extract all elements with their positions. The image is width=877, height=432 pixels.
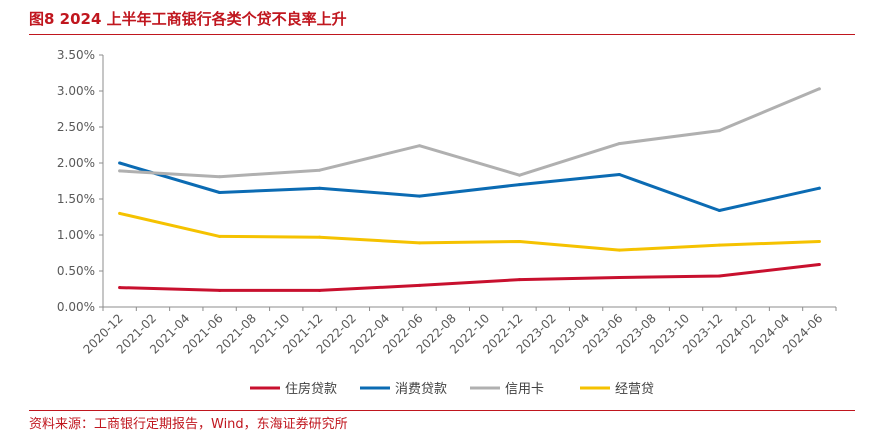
data-point-住房贷款 xyxy=(418,283,422,287)
y-tick-label: 1.00% xyxy=(57,228,95,242)
data-point-住房贷款 xyxy=(218,288,222,292)
data-point-经营贷 xyxy=(218,234,222,238)
legend-item-住房贷款[interactable]: 住房贷款 xyxy=(250,381,337,397)
legend-item-消费贷款[interactable]: 消费贷款 xyxy=(360,382,447,397)
data-point-信用卡 xyxy=(717,129,721,133)
series-line-信用卡 xyxy=(118,87,821,179)
data-point-经营贷 xyxy=(418,241,422,245)
data-point-消费贷款 xyxy=(617,173,621,177)
y-tick-label: 1.50% xyxy=(57,192,95,206)
data-point-消费贷款 xyxy=(218,191,222,195)
legend-label: 住房贷款 xyxy=(285,381,337,397)
data-point-信用卡 xyxy=(318,168,322,172)
data-point-消费贷款 xyxy=(418,194,422,198)
data-point-经营贷 xyxy=(817,239,821,243)
chart-legend[interactable]: 住房贷款 消费贷款 信用卡 经营贷 xyxy=(250,381,654,397)
data-point-住房贷款 xyxy=(817,263,821,267)
data-point-住房贷款 xyxy=(118,286,122,290)
data-point-经营贷 xyxy=(118,211,122,215)
y-axis-tick-labels: 0.00% 0.50% 1.00% 1.50% 2.00% 2.50% 3.00% 3.50% xyxy=(57,48,95,314)
y-tick-label: 0.50% xyxy=(57,264,95,278)
data-point-消费贷款 xyxy=(118,161,122,165)
data-point-经营贷 xyxy=(717,243,721,247)
source-divider xyxy=(29,410,855,411)
x-axis-tick-labels: 2020-122021-022021-042021-062021-082021-… xyxy=(80,311,825,356)
legend-item-信用卡[interactable]: 信用卡 xyxy=(470,382,544,397)
data-point-消费贷款 xyxy=(817,186,821,190)
data-point-住房贷款 xyxy=(717,274,721,278)
y-tick-label: 3.50% xyxy=(57,48,95,62)
data-point-信用卡 xyxy=(617,142,621,146)
series-line-住房贷款 xyxy=(118,263,821,292)
data-point-住房贷款 xyxy=(517,278,521,282)
figure-title: 图8 2024 上半年工商银行各类个贷不良率上升 xyxy=(29,10,347,28)
series-line-经营贷 xyxy=(118,211,821,252)
title-divider xyxy=(29,34,855,35)
legend-label: 信用卡 xyxy=(505,382,544,397)
legend-label: 消费贷款 xyxy=(395,382,447,397)
series-line-消费贷款 xyxy=(118,161,821,212)
data-point-经营贷 xyxy=(517,239,521,243)
y-tick-label: 2.50% xyxy=(57,120,95,134)
y-tick-label: 0.00% xyxy=(57,300,95,314)
data-point-消费贷款 xyxy=(318,186,322,190)
source-note: 资料来源：工商银行定期报告，Wind，东海证券研究所 xyxy=(29,417,348,432)
data-point-信用卡 xyxy=(218,175,222,179)
y-tick-label: 2.00% xyxy=(57,156,95,170)
data-point-信用卡 xyxy=(118,169,122,173)
data-point-经营贷 xyxy=(617,248,621,252)
data-point-住房贷款 xyxy=(318,288,322,292)
data-point-经营贷 xyxy=(318,235,322,239)
data-point-住房贷款 xyxy=(617,275,621,279)
data-point-信用卡 xyxy=(817,87,821,91)
y-tick-label: 3.00% xyxy=(57,84,95,98)
legend-item-经营贷[interactable]: 经营贷 xyxy=(580,382,654,397)
data-point-消费贷款 xyxy=(517,183,521,187)
chart-axes xyxy=(99,54,837,311)
data-point-消费贷款 xyxy=(717,209,721,213)
series-lines xyxy=(118,87,821,292)
legend-label: 经营贷 xyxy=(615,382,654,397)
data-point-信用卡 xyxy=(517,173,521,177)
data-point-信用卡 xyxy=(418,144,422,148)
